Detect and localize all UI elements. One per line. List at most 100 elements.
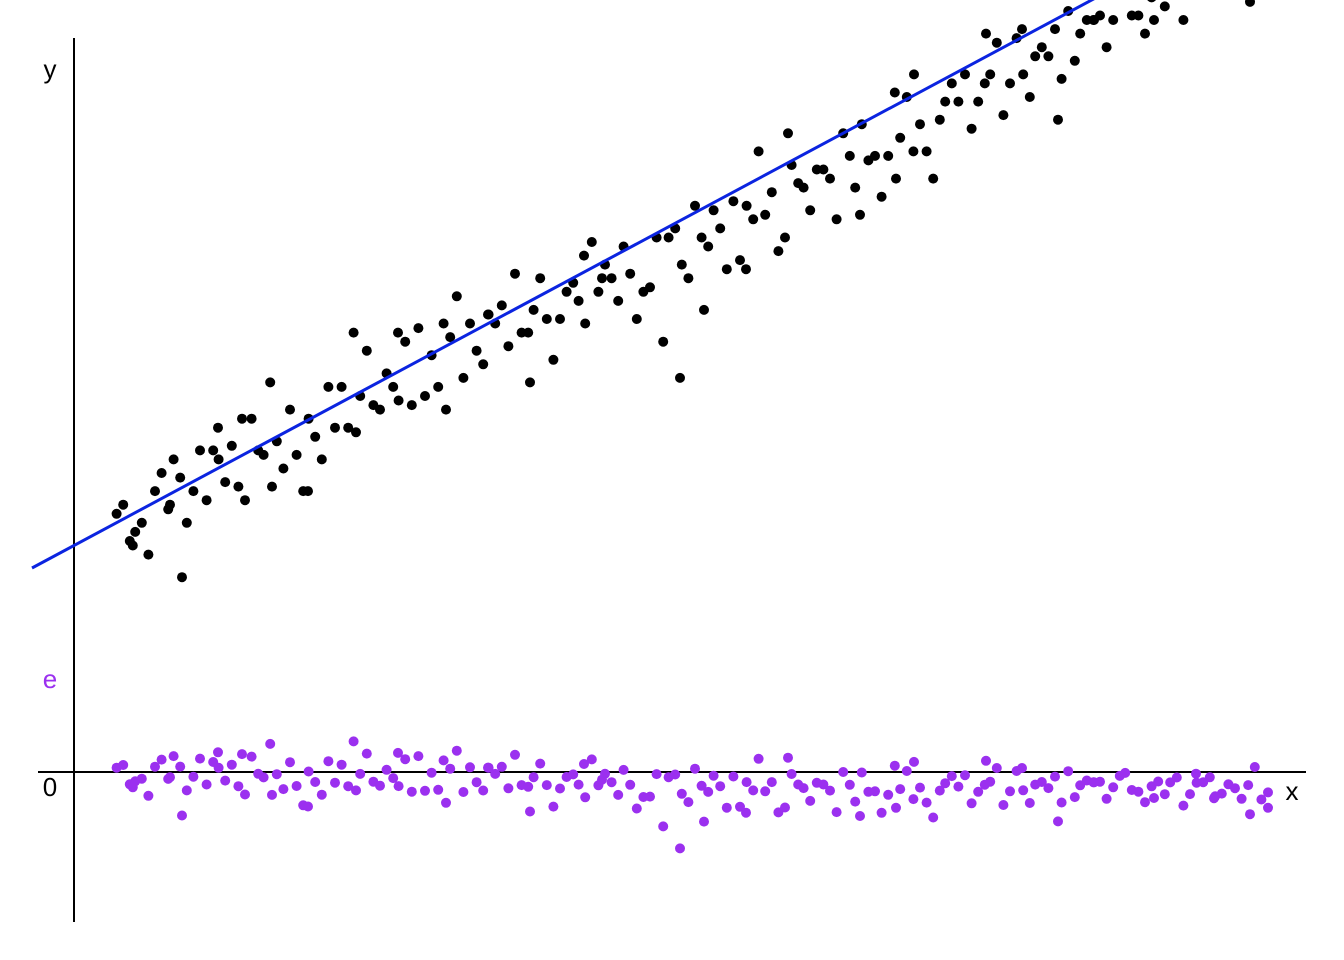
data-point xyxy=(708,205,719,216)
residual-point xyxy=(420,785,430,796)
residual-point xyxy=(934,785,945,796)
residual-point xyxy=(760,786,771,797)
data-point xyxy=(895,132,906,143)
residual-point xyxy=(1216,788,1227,799)
data-point xyxy=(330,422,340,433)
data-point xyxy=(663,232,674,243)
data-point xyxy=(631,314,642,324)
residual-point xyxy=(728,771,739,782)
data-point xyxy=(240,495,250,506)
data-point xyxy=(973,96,984,107)
residual-point xyxy=(1053,816,1063,827)
data-point xyxy=(703,241,714,252)
data-point xyxy=(175,472,186,483)
residual-point xyxy=(361,748,372,759)
residual-point xyxy=(676,788,687,799)
residual-point xyxy=(856,767,867,778)
residual-point xyxy=(625,779,636,790)
residual-point xyxy=(1153,776,1164,787)
residual-point xyxy=(213,762,224,773)
residual-point xyxy=(844,779,855,790)
data-point xyxy=(593,286,604,297)
residual-point xyxy=(246,751,257,762)
residual-point xyxy=(1191,768,1201,779)
data-point xyxy=(523,327,534,338)
residual-point xyxy=(1056,797,1067,808)
residual-point xyxy=(265,738,276,749)
residual-point xyxy=(381,764,392,775)
data-point xyxy=(465,318,475,329)
residual-point xyxy=(909,756,919,767)
data-point xyxy=(458,372,469,383)
residual-point xyxy=(471,777,482,788)
data-point xyxy=(291,449,302,460)
residual-point xyxy=(525,806,535,817)
data-point xyxy=(921,146,932,157)
residual-point xyxy=(889,760,900,771)
residual-point xyxy=(960,770,970,781)
residual-point xyxy=(690,763,700,774)
residual-point xyxy=(165,772,175,783)
origin-label: 0 xyxy=(43,772,57,802)
data-point xyxy=(1101,42,1112,53)
data-point xyxy=(361,345,372,356)
residual-point xyxy=(1178,800,1189,811)
residual-point xyxy=(618,764,629,775)
data-point xyxy=(343,422,354,433)
residual-point xyxy=(393,747,403,758)
residual-point xyxy=(606,777,617,788)
data-point xyxy=(535,273,546,284)
residual-point xyxy=(1120,767,1131,778)
residual-point xyxy=(891,802,901,813)
residual-point xyxy=(188,771,199,782)
data-point xyxy=(1056,73,1067,84)
data-point xyxy=(676,259,687,270)
residual-point xyxy=(285,757,295,768)
residual-point xyxy=(586,754,597,765)
data-point xyxy=(1108,15,1119,25)
residual-point xyxy=(168,751,179,762)
data-point xyxy=(573,295,584,306)
residual-point xyxy=(1101,793,1112,804)
residual-point xyxy=(258,772,269,783)
residual-point xyxy=(921,797,932,808)
residual-point xyxy=(127,782,138,793)
residual-point xyxy=(343,781,354,792)
residual-point xyxy=(1043,783,1054,794)
residual-point xyxy=(316,789,327,800)
residual-point xyxy=(1185,789,1195,800)
residual-point xyxy=(1063,766,1074,777)
data-point xyxy=(351,427,361,438)
residual-point xyxy=(278,784,289,795)
data-point xyxy=(715,223,726,234)
residual-point xyxy=(355,768,366,779)
residual-point xyxy=(535,758,546,769)
data-point xyxy=(278,463,289,474)
residual-point xyxy=(400,754,411,765)
residual-point xyxy=(670,769,681,780)
data-point xyxy=(625,268,636,279)
residual-point xyxy=(438,755,449,766)
residual-point xyxy=(233,781,244,792)
residual-point xyxy=(870,786,880,797)
data-point xyxy=(1005,78,1015,89)
residual-point xyxy=(1263,802,1273,813)
residual-point xyxy=(267,789,277,800)
residual-point xyxy=(451,745,462,756)
residual-point xyxy=(136,773,147,784)
residual-point xyxy=(181,785,192,796)
data-point xyxy=(528,304,539,315)
residual-point xyxy=(465,762,475,773)
data-point xyxy=(510,268,520,279)
data-point xyxy=(773,246,784,257)
data-point xyxy=(766,187,777,198)
residual-point xyxy=(175,761,186,772)
residual-point xyxy=(1230,783,1240,794)
data-point xyxy=(388,381,399,392)
residual-point xyxy=(946,771,957,782)
data-point xyxy=(548,354,559,365)
residual-point xyxy=(683,797,694,808)
residual-point xyxy=(1149,793,1159,803)
data-point xyxy=(783,128,793,139)
data-point xyxy=(1036,42,1047,53)
